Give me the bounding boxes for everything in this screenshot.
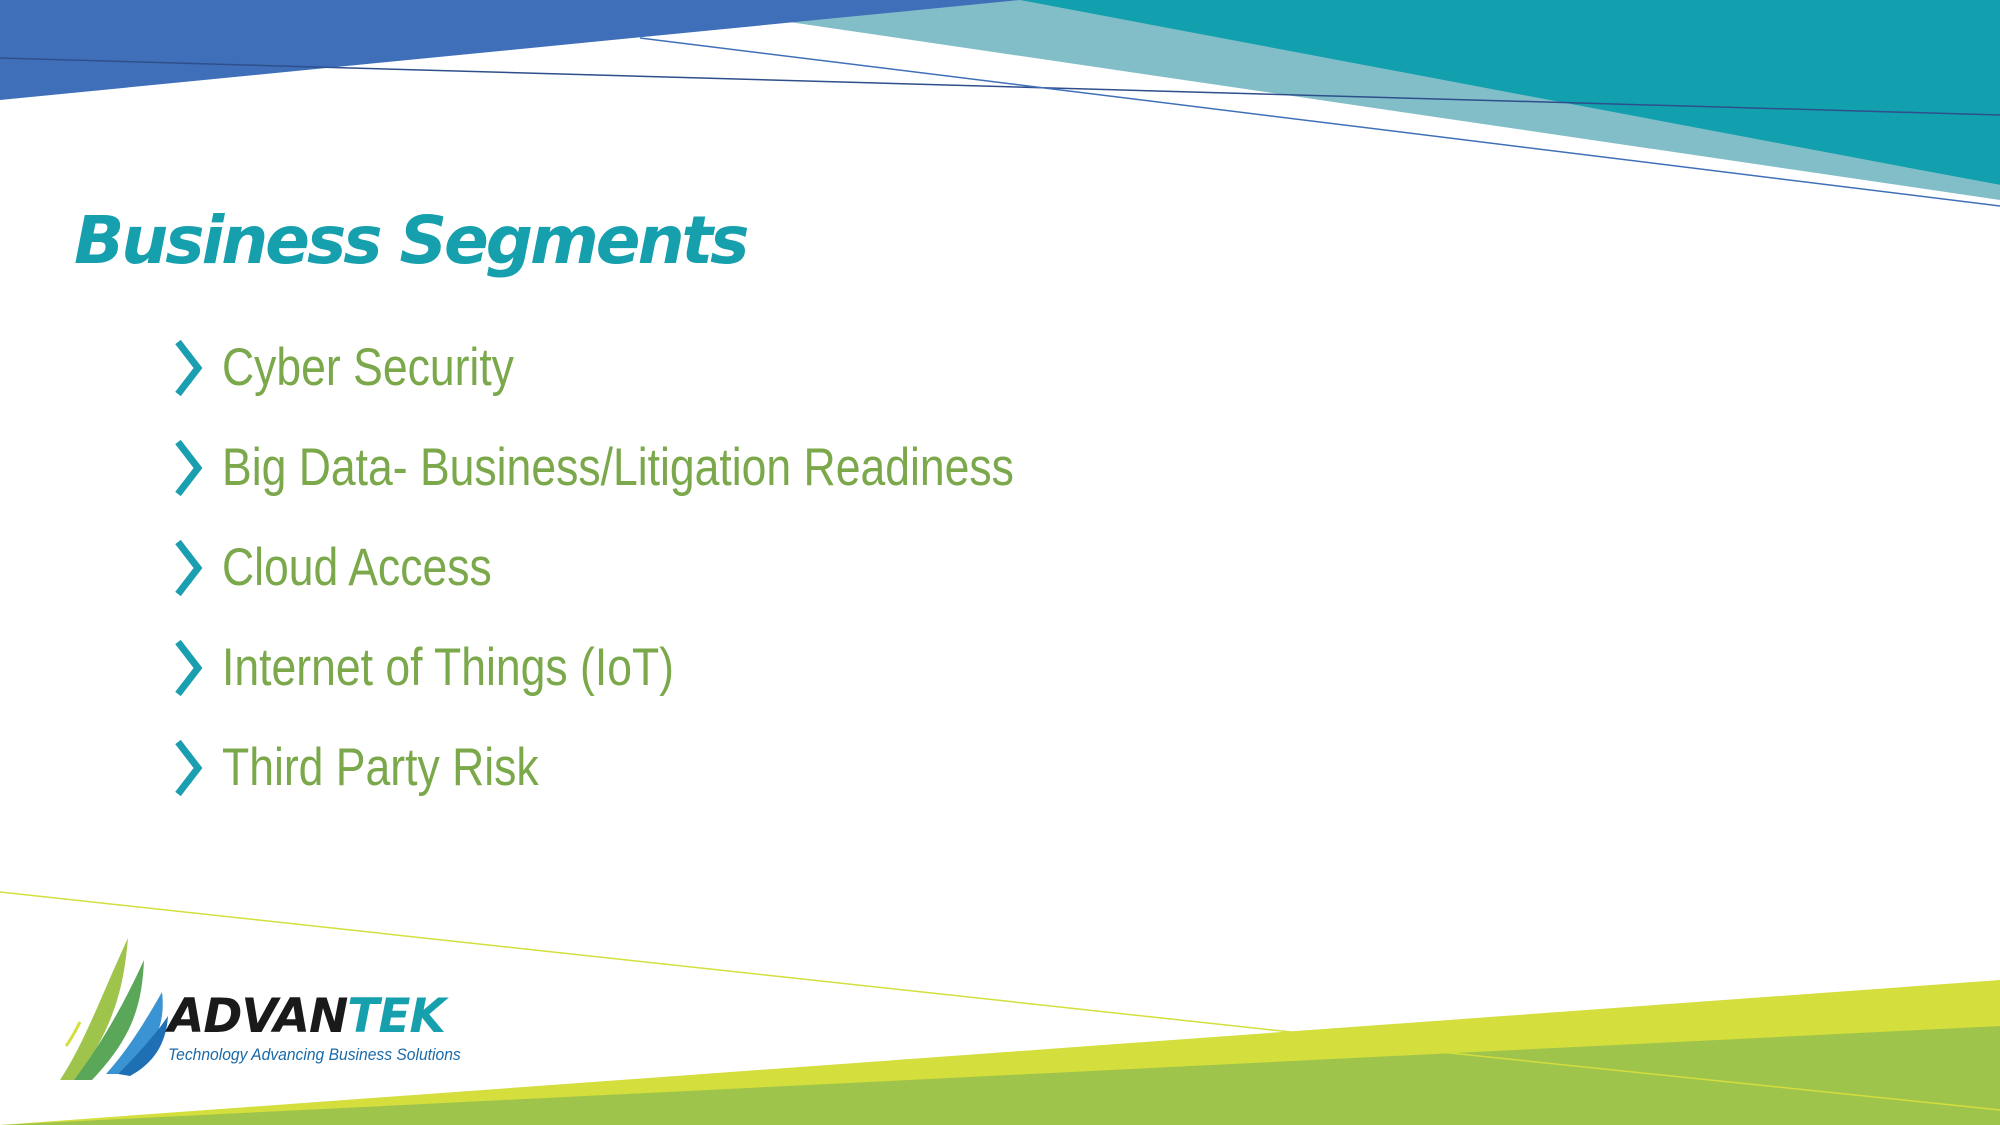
logo-wordmark: ADVANTEK	[168, 989, 446, 1044]
banner-thin-line-1	[0, 57, 2000, 116]
footer-green-band	[0, 1026, 2000, 1125]
logo-word-prefix: ADVAN	[168, 989, 348, 1044]
segment-label: Cloud Access	[222, 538, 492, 597]
footer-thin-line-2	[1439, 1051, 2000, 1111]
chevron-right-icon	[175, 739, 203, 797]
segment-item: Third Party Risk	[170, 718, 1165, 818]
banner-thin-line-2	[639, 37, 2000, 207]
footer-thin-line-1	[0, 891, 1301, 1034]
advantek-swoosh-logo	[60, 938, 168, 1080]
company-logo: ADVANTEK Technology Advancing Business S…	[58, 934, 498, 1084]
slide-title: Business Segments	[74, 202, 749, 279]
segment-list: Cyber Security Big Data- Business/Litiga…	[170, 318, 1165, 818]
chevron-right-icon	[175, 439, 203, 497]
segment-item: Cloud Access	[170, 518, 1165, 618]
segment-item: Internet of Things (IoT)	[170, 618, 1165, 718]
banner-teal-band	[0, 0, 2000, 185]
chevron-right-icon	[175, 639, 203, 697]
chevron-right-icon	[175, 539, 203, 597]
segment-label: Big Data- Business/Litigation Readiness	[222, 438, 1014, 497]
chevron-right-icon	[175, 339, 203, 397]
banner-blue-band	[0, 0, 1020, 100]
segment-item: Big Data- Business/Litigation Readiness	[170, 418, 1165, 518]
logo-word-suffix: TEK	[347, 989, 446, 1044]
segment-label: Third Party Risk	[222, 738, 539, 797]
banner-light-teal-band	[640, 0, 2000, 200]
segment-item: Cyber Security	[170, 318, 1165, 418]
logo-tagline: Technology Advancing Business Solutions	[168, 1045, 461, 1064]
segment-label: Internet of Things (IoT)	[222, 638, 675, 697]
segment-label: Cyber Security	[222, 338, 514, 397]
